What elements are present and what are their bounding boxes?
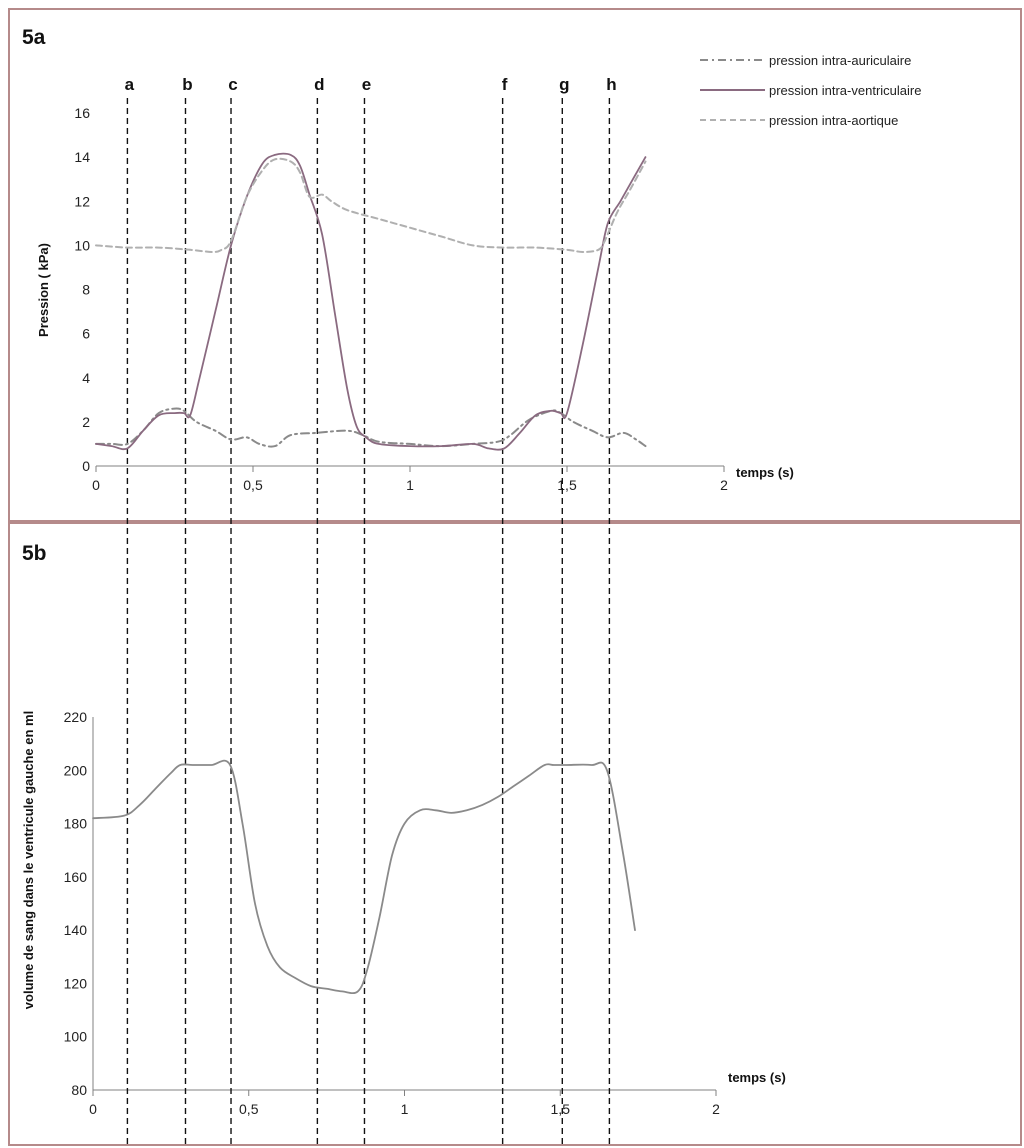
- panel-5b-x-tick-label: 1: [401, 1101, 409, 1117]
- panel-5b-series-line-1: [92, 759, 636, 995]
- panel-5a-series: [95, 152, 647, 451]
- panel-5a-x-tick-label: 1: [406, 477, 414, 493]
- panel-5b-x-tick-label: 1,5: [551, 1101, 571, 1117]
- panel-5b-y-tick-label: 160: [64, 869, 88, 885]
- panel-5b-x-tick-label: 2: [712, 1101, 720, 1117]
- panel-5b-y-axis-title: volume de sang dans le ventricule gauche…: [21, 711, 36, 1009]
- panel-5b-y-tick-label: 220: [64, 709, 88, 725]
- phase-marker-label-g: g: [559, 75, 569, 94]
- panel-5a-legend: pression intra-auriculaire pression intra…: [700, 53, 921, 128]
- panel-5b-x-tick-label: 0,5: [239, 1101, 259, 1117]
- panel-5b-series: [92, 759, 636, 995]
- phase-marker-label-h: h: [606, 75, 616, 94]
- panel-5b-x-axis-title: temps (s): [728, 1070, 786, 1085]
- panel-5b-border: [8, 522, 1022, 1146]
- panel-5b-y-tick-label: 140: [64, 922, 88, 938]
- phase-marker-label-c: c: [228, 75, 237, 94]
- phase-marker-label-a: a: [125, 75, 135, 94]
- phase-marker-label-f: f: [502, 75, 508, 94]
- panel-5a-series-line-1: [95, 407, 647, 448]
- legend-label-1: pression intra-auriculaire: [769, 53, 911, 68]
- panel-5a-series-line-3: [95, 157, 647, 253]
- panel-5b-y-tick-label: 80: [71, 1082, 87, 1098]
- panel-5a-border: [8, 8, 1022, 522]
- panel-5a-series-line-2: [95, 152, 647, 451]
- panel-5a-y-tick-label: 12: [74, 193, 90, 209]
- panel-5a-ticks: 0 0,5 1 1,5 2 0 2 4 6 8 10 12 14 16: [74, 105, 728, 493]
- panel-5b-y-tick-label: 100: [64, 1029, 88, 1045]
- panel-5a-y-tick-label: 16: [74, 105, 90, 121]
- panel-5b-ticks: 0 0,5 1 1,5 2 80 100 120 140 160 180 200 220: [64, 709, 720, 1117]
- panel-5b-y-tick-label: 180: [64, 816, 88, 832]
- panel-5a-y-axis-title: Pression ( kPa): [36, 243, 51, 337]
- legend-label-2: pression intra-ventriculaire: [769, 83, 921, 98]
- panel-5b-y-tick-label: 120: [64, 975, 88, 991]
- phase-markers: a b c d e f g h: [125, 75, 617, 1148]
- panel-5a-y-tick-label: 14: [74, 149, 90, 165]
- phase-marker-label-d: d: [314, 75, 324, 94]
- panel-5a-x-tick-label: 0,5: [243, 477, 263, 493]
- panel-5b-x-tick-label: 0: [89, 1101, 97, 1117]
- phase-marker-label-e: e: [362, 75, 371, 94]
- panel-5a-y-tick-label: 4: [82, 370, 90, 386]
- panel-5a-x-tick-label: 0: [92, 477, 100, 493]
- panel-5a-x-axis-title: temps (s): [736, 465, 794, 480]
- panel-5a-x-tick-label: 2: [720, 477, 728, 493]
- panel-5a-y-tick-label: 0: [82, 458, 90, 474]
- legend-label-3: pression intra-aortique: [769, 113, 898, 128]
- phase-marker-label-b: b: [182, 75, 192, 94]
- panel-5b-label: 5b: [22, 542, 47, 565]
- panel-5a-axes: 0 0,5 1 1,5 2 0 2 4 6 8 10 12 14 16 temps (s) Pressio…: [36, 105, 794, 493]
- panel-5b-axes: 0 0,5 1 1,5 2 80 100 120 140 160 180 200 220 temps (…: [21, 709, 786, 1117]
- panel-5a-y-tick-label: 2: [82, 414, 90, 430]
- panel-5a-x-tick-label: 1,5: [557, 477, 577, 493]
- panel-5a-y-tick-label: 10: [74, 237, 90, 253]
- panel-5b-y-tick-label: 200: [64, 762, 88, 778]
- panel-5a-y-tick-label: 8: [82, 282, 90, 298]
- panel-5a-y-tick-label: 6: [82, 326, 90, 342]
- panel-5a-label: 5a: [22, 26, 46, 49]
